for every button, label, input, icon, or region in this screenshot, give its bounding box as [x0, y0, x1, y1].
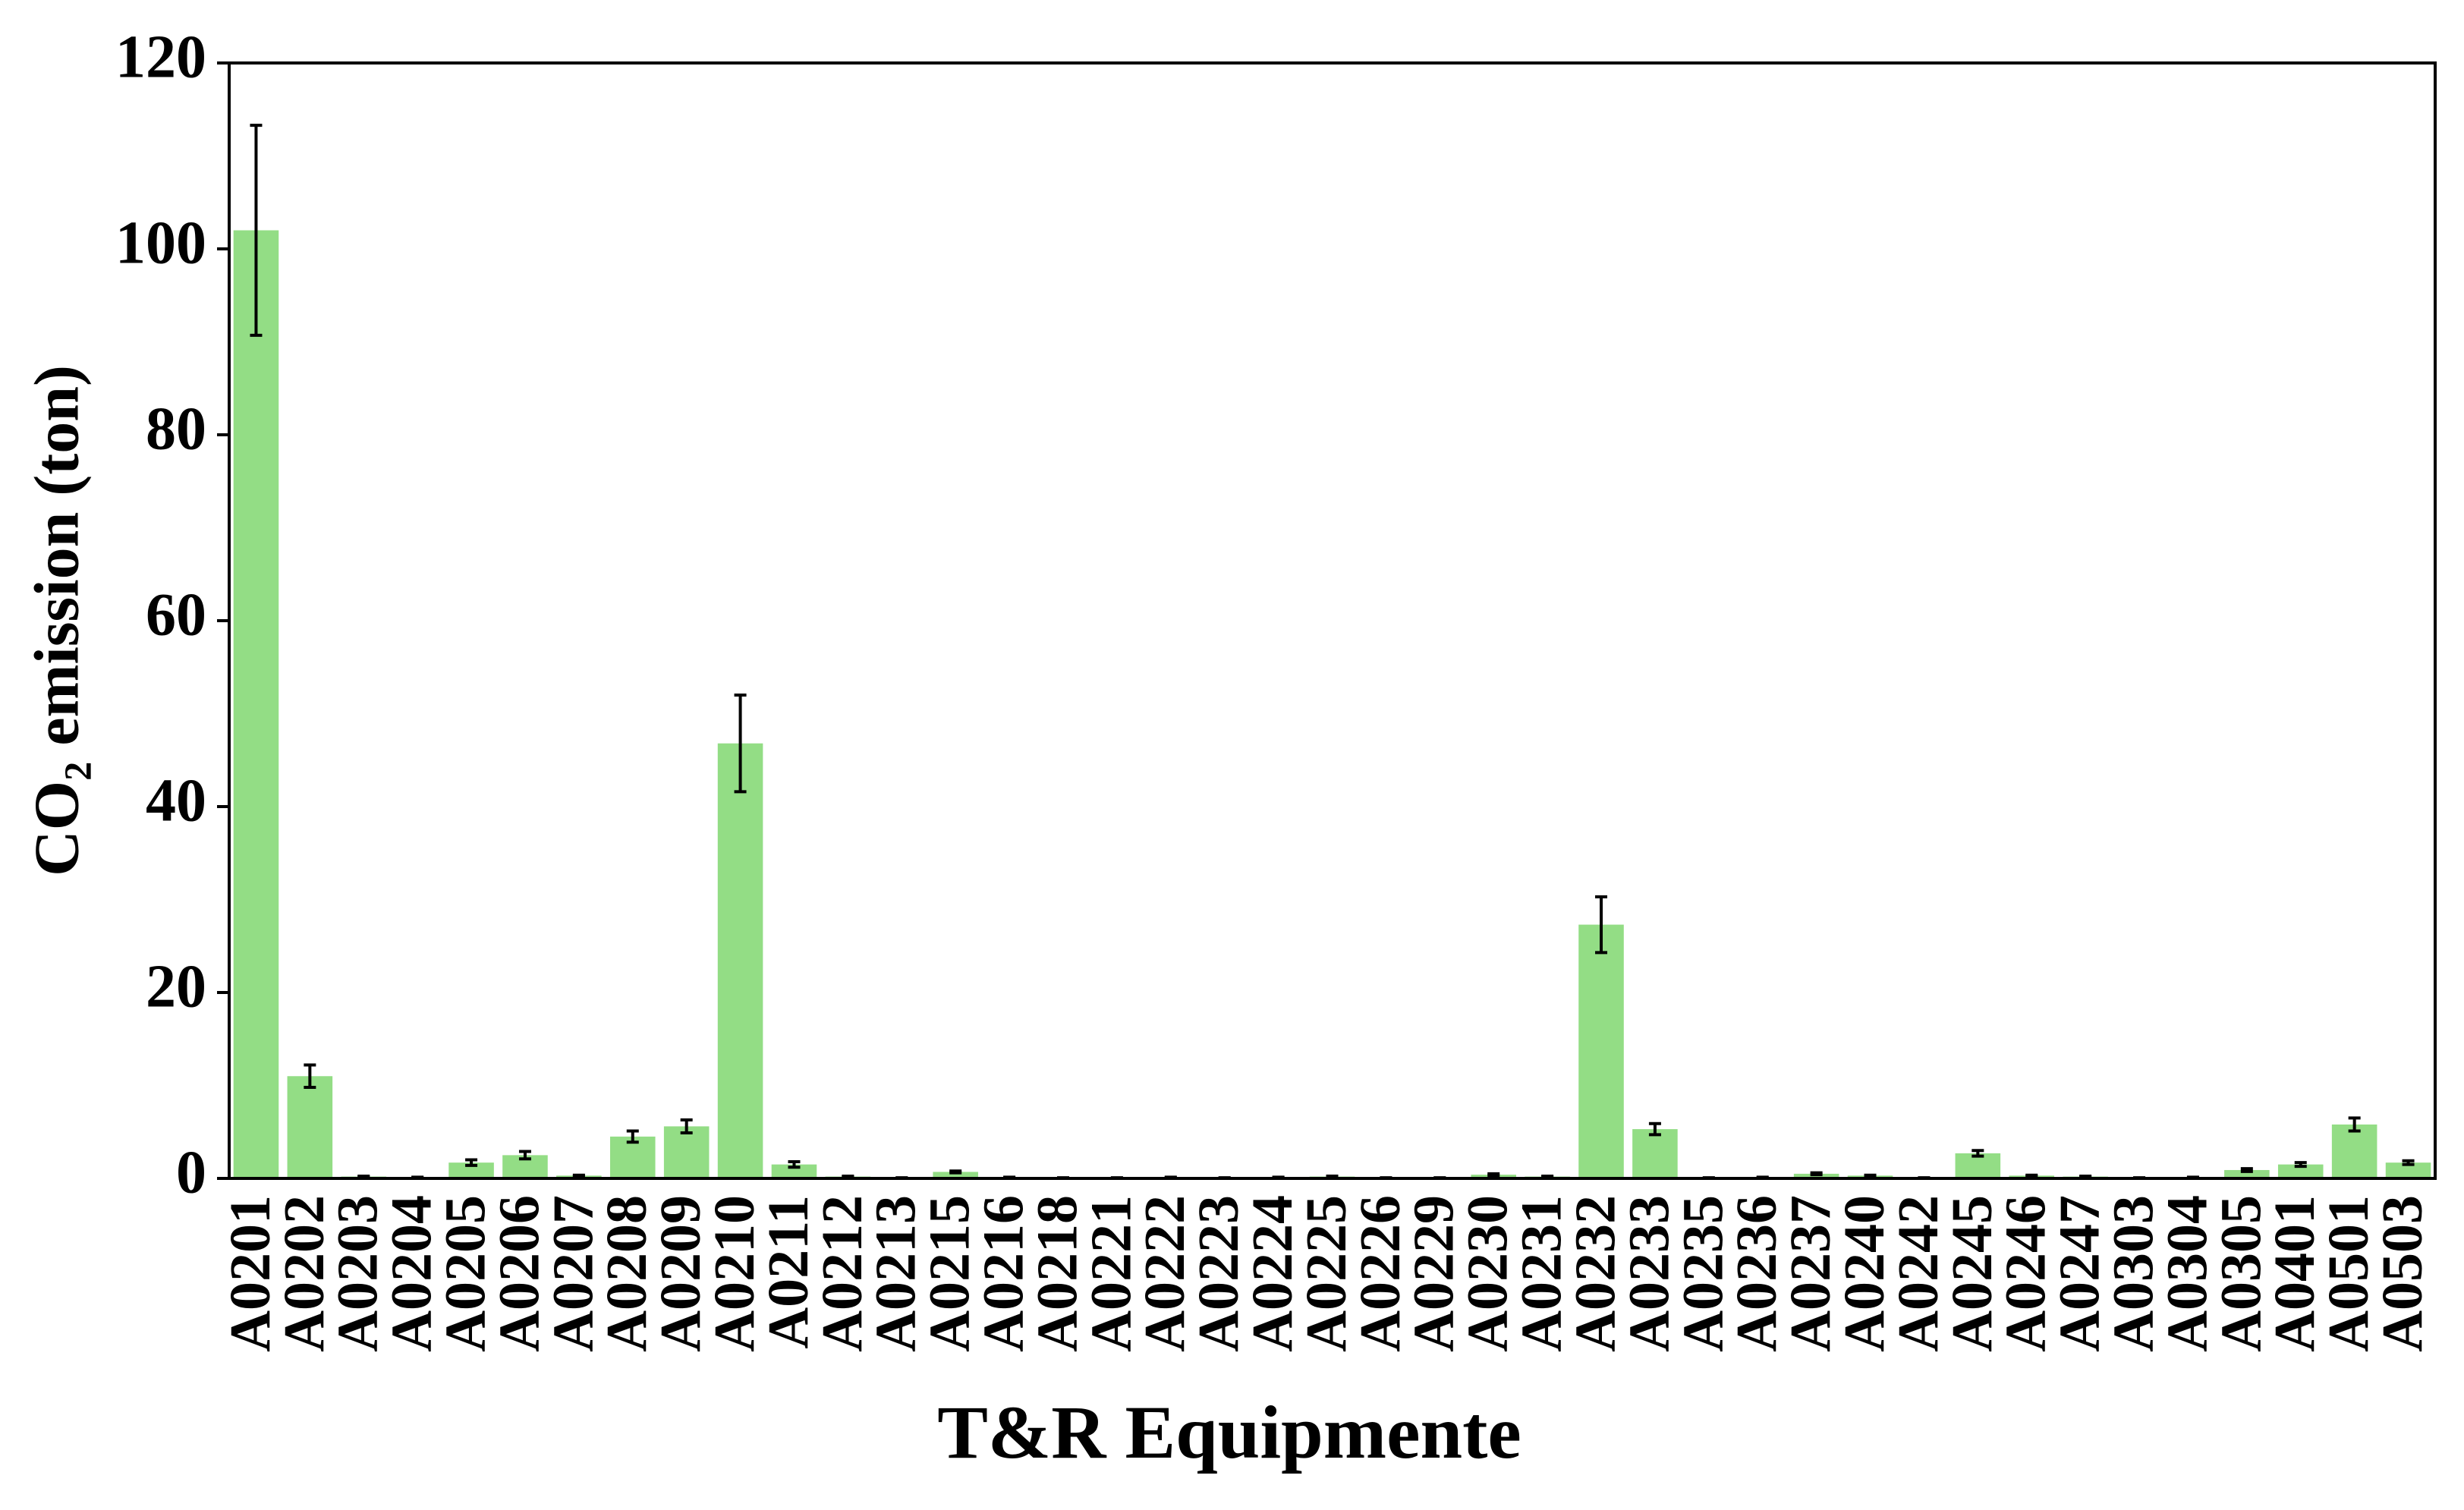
x-tick-label: A0209: [649, 1195, 713, 1352]
bar: [2277, 1164, 2324, 1178]
x-tick-label: A0223: [1187, 1195, 1251, 1352]
y-tick-label: 40: [146, 767, 206, 834]
bar: [448, 1162, 494, 1178]
error-bar: [2025, 1173, 2038, 1178]
error-bar: [2240, 1167, 2253, 1173]
y-tick-label: 80: [146, 395, 206, 462]
x-tick-label: A0237: [1779, 1195, 1842, 1352]
error-bar: [734, 694, 747, 794]
x-tick-label: A0230: [1456, 1195, 1520, 1352]
x-tick-label: A0205: [433, 1195, 497, 1352]
bar: [2331, 1124, 2377, 1178]
error-bar: [1810, 1171, 1823, 1177]
y-tick-label: 100: [115, 209, 206, 276]
x-tick-label: A0245: [1940, 1195, 2004, 1352]
x-tick-label: A0210: [703, 1195, 766, 1352]
y-tick-label: 20: [146, 953, 206, 1020]
y-tick-label: 0: [176, 1139, 206, 1206]
x-tick-label: A0229: [1402, 1195, 1466, 1352]
error-bar: [357, 1174, 370, 1179]
error-bar: [2079, 1174, 2092, 1179]
bar: [717, 743, 763, 1178]
x-tick-label: A0303: [2101, 1195, 2165, 1352]
error-bar: [2294, 1161, 2307, 1169]
x-tick-label: A0222: [1133, 1195, 1197, 1352]
x-tick-label: A0401: [2263, 1195, 2327, 1352]
x-tick-label: A0233: [1617, 1195, 1681, 1352]
y-tick-label: 60: [146, 581, 206, 648]
x-tick-label: A0247: [2048, 1195, 2112, 1352]
x-tick-label: A0212: [810, 1195, 874, 1352]
error-bar: [1864, 1173, 1877, 1178]
error-bar: [949, 1169, 962, 1175]
x-tick-label: A0206: [487, 1195, 551, 1352]
plot-frame: [228, 61, 2437, 1180]
error-bar: [626, 1129, 639, 1144]
x-tick-label: A0225: [1295, 1195, 1358, 1352]
error-bar: [1595, 895, 1608, 955]
x-tick-label: A0236: [1725, 1195, 1789, 1352]
x-tick-label: A0203: [326, 1195, 390, 1352]
x-tick-label: A0213: [864, 1195, 928, 1352]
x-tick-label: A0231: [1510, 1195, 1574, 1352]
x-tick-label: A0207: [541, 1195, 605, 1352]
error-bar: [1326, 1174, 1339, 1179]
x-tick-label: A0304: [2155, 1195, 2219, 1352]
error-bar: [1972, 1149, 1984, 1158]
x-tick-label: A0246: [1994, 1195, 2058, 1352]
bar: [233, 230, 279, 1178]
error-bar: [250, 124, 263, 337]
bar: [2385, 1162, 2431, 1178]
error-bar: [518, 1150, 531, 1161]
x-tick-label: A0226: [1348, 1195, 1412, 1352]
x-tick-label: A0201: [219, 1195, 282, 1352]
x-tick-label: A0240: [1833, 1195, 1896, 1352]
x-tick-label: A0211: [757, 1195, 820, 1349]
x-tick-label: A0235: [1671, 1195, 1735, 1352]
bar: [1632, 1129, 1678, 1178]
error-bar: [1487, 1172, 1500, 1178]
error-bar: [1648, 1121, 1661, 1137]
x-tick-label: A0242: [1887, 1195, 1950, 1352]
error-bar: [465, 1158, 478, 1167]
error-bar: [2402, 1159, 2415, 1166]
bar: [2224, 1169, 2270, 1178]
error-bar: [572, 1173, 585, 1178]
error-bar: [788, 1159, 801, 1169]
x-tick-label: A0202: [272, 1195, 336, 1352]
bar: [287, 1076, 333, 1178]
x-tick-label: A0208: [595, 1195, 659, 1352]
x-tick-label: A0221: [1079, 1195, 1143, 1352]
x-axis-label: T&R Equipmente: [937, 1390, 1522, 1474]
x-tick-label: A0305: [2209, 1195, 2273, 1352]
error-bar: [680, 1118, 693, 1134]
error-bar: [1541, 1174, 1554, 1179]
x-tick-label: A0224: [1241, 1195, 1304, 1352]
x-tick-label: A0216: [972, 1195, 1036, 1352]
bar: [933, 1172, 978, 1178]
x-tick-label: A0215: [918, 1195, 982, 1352]
error-bar: [304, 1063, 316, 1089]
bar: [771, 1164, 817, 1178]
bar: [663, 1126, 710, 1178]
x-tick-label: A0218: [1025, 1195, 1089, 1352]
y-axis-label: CO₂ emission (ton): [21, 365, 92, 876]
x-tick-label: A0204: [380, 1195, 444, 1352]
error-bar: [2348, 1116, 2361, 1133]
x-tick-label: A0501: [2317, 1195, 2381, 1352]
x-tick-label: A0232: [1563, 1195, 1627, 1352]
x-tick-label: A0503: [2371, 1195, 2434, 1352]
y-tick-label: 120: [115, 24, 206, 90]
error-bar: [842, 1174, 854, 1179]
bar: [1578, 924, 1624, 1178]
